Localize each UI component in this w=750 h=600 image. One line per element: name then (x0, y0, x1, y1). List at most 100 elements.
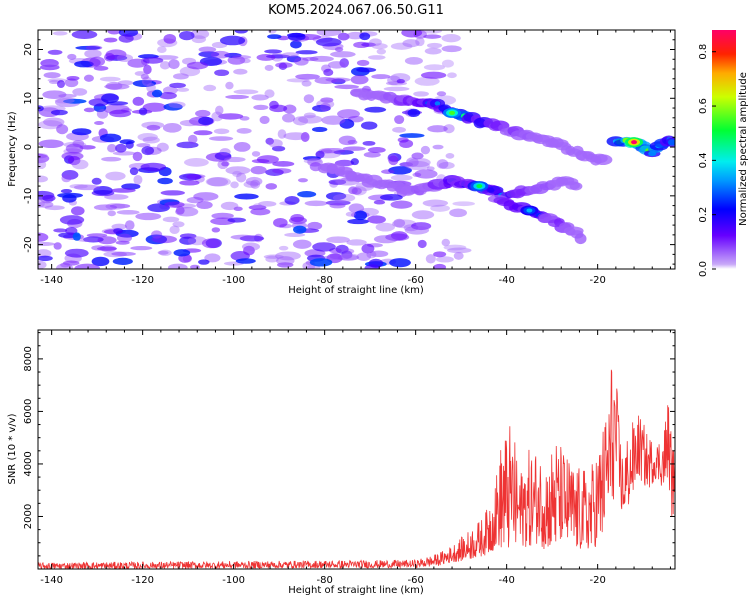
noise-blob (304, 200, 328, 207)
noise-blob (323, 68, 334, 77)
noise-blob (422, 199, 449, 207)
noise-blob (332, 193, 356, 203)
noise-blob (284, 196, 300, 205)
noise-blob (191, 35, 207, 44)
noise-blob (251, 94, 269, 101)
snr-plot-area (38, 369, 675, 569)
noise-blob (38, 175, 48, 183)
noise-blob (99, 76, 121, 82)
noise-blob (119, 139, 135, 145)
noise-blob (157, 46, 167, 53)
noise-blob (330, 51, 356, 58)
noise-blob (441, 59, 454, 68)
noise-blob (219, 148, 231, 156)
noise-blob (105, 171, 126, 181)
noise-blob (342, 146, 366, 151)
snr-x-axis: -140 -120 -100 -80 -60 -40 -20 (40, 330, 671, 586)
noise-blob (187, 134, 198, 144)
noise-blob (160, 190, 185, 196)
noise-blob (221, 161, 230, 167)
noise-blob (408, 157, 431, 168)
noise-blob (110, 188, 136, 193)
noise-blob (399, 162, 414, 167)
noise-blob (89, 56, 106, 67)
x-tick-label: -40 (498, 275, 514, 286)
noise-blob (76, 237, 101, 243)
ridge-1-core (434, 101, 441, 106)
noise-blob (40, 59, 59, 68)
noise-blob (273, 217, 288, 228)
noise-blob (283, 104, 297, 114)
noise-blob (116, 233, 133, 243)
x-tick-label: -120 (131, 575, 154, 586)
noise-blob (417, 239, 427, 249)
noise-blob (447, 72, 457, 79)
noise-blob (162, 216, 180, 223)
x-tick-label: -40 (498, 575, 514, 586)
noise-blob (163, 103, 183, 111)
noise-blob (350, 158, 359, 166)
noise-blob (58, 93, 77, 98)
noise-blob (359, 32, 371, 41)
noise-blob (369, 250, 389, 258)
noise-blob (104, 53, 115, 62)
noise-blob (231, 55, 252, 60)
noise-blob (146, 124, 161, 131)
noise-blob (367, 147, 386, 153)
noise-blob (282, 113, 296, 123)
noise-blob (71, 30, 98, 39)
noise-blob (320, 147, 346, 154)
noise-blob (172, 221, 185, 228)
noise-blob (253, 104, 269, 110)
noise-blob (183, 158, 209, 167)
noise-blob (433, 251, 447, 258)
noise-blob (167, 263, 188, 269)
noise-blob (250, 165, 267, 175)
noise-blob (111, 223, 127, 230)
noise-blob (59, 215, 85, 225)
noise-blob (239, 116, 250, 121)
noise-blob (250, 208, 271, 216)
y-tick-label: 2000 (23, 504, 34, 529)
x-tick-label: -140 (40, 575, 63, 586)
noise-blob (277, 262, 294, 268)
noise-blob (137, 133, 158, 142)
noise-blob (227, 55, 246, 65)
noise-blob (38, 255, 53, 262)
noise-blob (243, 245, 255, 256)
noise-blob (388, 155, 399, 166)
noise-blob (198, 46, 217, 53)
noise-blob (321, 115, 346, 125)
noise-blob (101, 93, 119, 104)
x-tick-label: -120 (131, 275, 154, 286)
noise-blob (135, 212, 162, 221)
noise-blob (91, 177, 102, 185)
noise-blob (193, 130, 213, 136)
x-tick-label: -140 (40, 275, 63, 286)
noise-blob (99, 133, 122, 143)
noise-blob (175, 206, 185, 215)
noise-blob (402, 39, 420, 48)
noise-blob (52, 31, 68, 36)
noise-blob (433, 263, 447, 269)
noise-blob (225, 94, 250, 100)
noise-blob (347, 218, 369, 225)
noise-blob (265, 183, 278, 190)
noise-blob (151, 89, 163, 98)
noise-blob (196, 201, 213, 210)
noise-blob (64, 78, 79, 88)
noise-blob (42, 90, 67, 100)
noise-blob (56, 124, 69, 135)
noise-blob (449, 208, 467, 218)
noise-blob (276, 256, 295, 266)
noise-blob (404, 56, 423, 65)
noise-blob (186, 174, 201, 180)
noise-blob (213, 128, 230, 135)
y-tick-label: 6000 (23, 399, 34, 424)
noise-blob (38, 260, 47, 269)
noise-blob (303, 112, 316, 119)
noise-blob (264, 64, 274, 71)
noise-blob (256, 54, 276, 61)
noise-blob (38, 105, 44, 112)
noise-blob (85, 45, 103, 51)
